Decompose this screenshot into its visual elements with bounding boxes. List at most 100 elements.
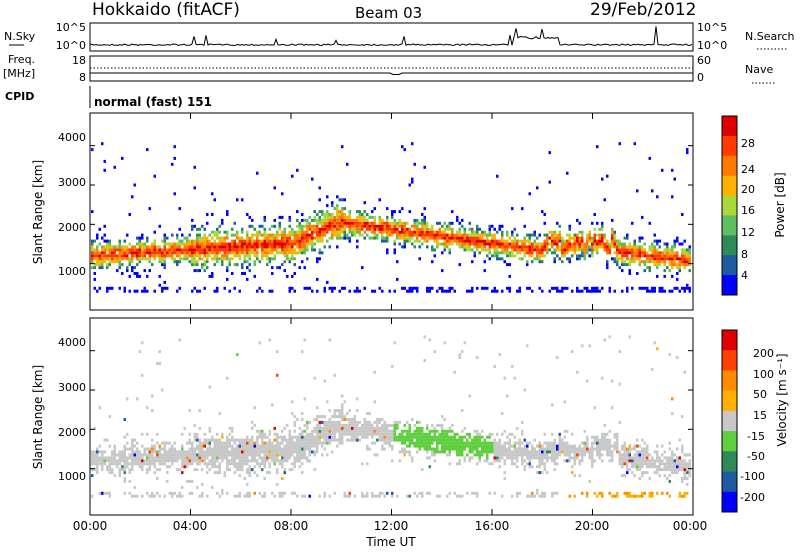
data-cell [141, 341, 144, 345]
data-cell [673, 465, 676, 469]
data-cell [666, 477, 669, 480]
data-cell [348, 432, 351, 436]
data-cell [426, 423, 429, 427]
data-cell [348, 218, 351, 222]
data-cell [508, 456, 511, 460]
noise-left-tick-bottom: 10^0 [56, 39, 86, 52]
data-cell [556, 242, 559, 246]
data-cell [488, 462, 491, 466]
data-cell [376, 453, 379, 457]
data-cell [608, 491, 611, 495]
data-cell [91, 459, 94, 463]
data-cell [111, 456, 114, 460]
data-cell [471, 248, 474, 252]
data-cell [686, 251, 689, 255]
data-cell [213, 450, 216, 454]
data-cell [428, 233, 431, 237]
data-cell [676, 459, 679, 463]
data-cell [526, 260, 529, 264]
data-cell [216, 450, 219, 454]
data-cell [181, 465, 184, 469]
data-cell [301, 494, 304, 498]
power-cbar-tick-28: 28 [741, 137, 755, 150]
data-cell [426, 245, 429, 249]
data-cell [658, 245, 661, 249]
data-cell [226, 254, 229, 258]
data-cell [323, 230, 326, 234]
data-cell [171, 491, 174, 495]
data-cell [236, 447, 239, 451]
data-cell [218, 462, 221, 466]
data-cell [131, 462, 134, 466]
data-cell [243, 447, 246, 451]
data-cell [461, 494, 464, 498]
data-cell [346, 221, 349, 225]
data-cell [568, 494, 571, 498]
data-cell [523, 236, 526, 240]
data-cell [176, 260, 179, 264]
data-cell [616, 263, 619, 267]
data-cell [318, 186, 321, 190]
data-cell [316, 239, 319, 243]
data-cell [478, 456, 481, 460]
data-cell [281, 230, 284, 234]
data-cell [278, 227, 281, 231]
data-cell [433, 432, 436, 436]
data-cell [426, 224, 429, 228]
data-cell [198, 459, 201, 463]
data-cell [333, 426, 336, 430]
data-cell [316, 257, 319, 261]
data-cell [663, 260, 666, 264]
data-cell [663, 248, 666, 252]
data-cell [536, 236, 539, 240]
data-cell [288, 224, 291, 228]
data-cell [561, 447, 564, 451]
data-cell [268, 248, 271, 252]
data-cell [443, 236, 446, 240]
data-cell [553, 242, 556, 246]
data-cell [356, 224, 359, 228]
data-cell [123, 435, 126, 439]
data-cell [553, 438, 556, 442]
data-cell [156, 468, 159, 472]
data-cell [176, 456, 179, 460]
data-cell [386, 491, 389, 495]
data-cell [163, 260, 166, 264]
data-cell [363, 230, 366, 234]
data-cell [656, 491, 659, 495]
data-cell [418, 432, 421, 436]
data-cell [638, 239, 641, 243]
data-cell [233, 462, 236, 466]
data-cell [188, 441, 191, 445]
data-cell [316, 277, 319, 281]
data-cell [623, 263, 626, 267]
data-cell [653, 248, 656, 252]
data-cell [216, 453, 219, 457]
data-cell [258, 245, 261, 249]
data-cell [491, 245, 494, 249]
data-cell [253, 274, 256, 278]
data-cell [206, 221, 209, 225]
data-cell [538, 459, 541, 463]
data-cell [501, 444, 504, 448]
data-cell [486, 447, 489, 451]
data-cell [401, 233, 404, 237]
data-cell [351, 230, 354, 234]
data-cell [446, 239, 449, 243]
data-cell [533, 257, 536, 261]
data-cell [648, 459, 651, 463]
data-cell [536, 456, 539, 460]
data-cell [148, 494, 151, 498]
data-cell [566, 171, 569, 175]
data-cell [393, 423, 396, 427]
data-cell [241, 245, 244, 249]
noise-sky-label: N.Sky [4, 30, 36, 43]
data-cell [591, 450, 594, 454]
data-cell [371, 491, 374, 495]
data-cell [373, 224, 376, 228]
data-cell [336, 210, 339, 214]
data-cell [303, 242, 306, 246]
data-cell [653, 471, 656, 475]
data-cell [406, 438, 409, 442]
data-cell [478, 227, 481, 231]
